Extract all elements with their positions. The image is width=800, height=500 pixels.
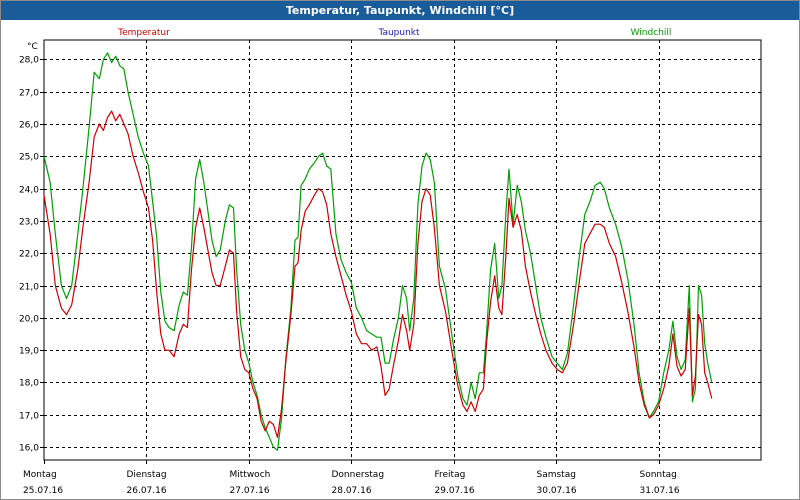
y-tick-label: 21,0 xyxy=(19,283,39,293)
y-tick-label: 19,0 xyxy=(19,347,39,357)
y-tick-label: 22,0 xyxy=(19,250,39,260)
y-tick-label: 26,0 xyxy=(19,121,39,131)
plot-area xyxy=(43,39,762,461)
y-tick-label: 20,0 xyxy=(19,315,39,325)
x-tick-label-day: Dienstag xyxy=(127,470,167,480)
series-line-windchill xyxy=(43,52,713,451)
y-tick-label: 18,0 xyxy=(19,379,39,389)
y-axis-unit: °C xyxy=(27,42,38,52)
legend-entry-temperatur: Temperatur xyxy=(117,28,170,38)
x-tick-label-date: 31.07.16 xyxy=(640,486,680,496)
x-tick-label-date: 27.07.16 xyxy=(230,486,270,496)
x-tick-label-day: Sonntag xyxy=(640,470,677,480)
x-tick-label-day: Montag xyxy=(23,470,57,480)
y-tick-label: 23,0 xyxy=(19,218,39,228)
y-tick-label: 28,0 xyxy=(19,56,39,66)
y-tick-label: 17,0 xyxy=(19,412,39,422)
series-line-temperatur xyxy=(43,110,713,438)
legend-entry-windchill: Windchill xyxy=(631,28,672,38)
y-tick-label: 27,0 xyxy=(19,89,39,99)
y-tick-label: 24,0 xyxy=(19,186,39,196)
legend-entry-taupunkt: Taupunkt xyxy=(377,28,420,38)
x-tick-label-date: 30.07.16 xyxy=(537,486,577,496)
x-tick-label-day: Samstag xyxy=(537,470,576,480)
x-tick-label-day: Donnerstag xyxy=(332,470,385,480)
y-tick-label: 25,0 xyxy=(19,153,39,163)
window-title: Temperatur, Taupunkt, Windchill [°C] xyxy=(1,1,799,20)
x-tick-label-day: Freitag xyxy=(435,470,466,480)
x-tick-label-date: 26.07.16 xyxy=(127,486,167,496)
x-tick-label-day: Mittwoch xyxy=(230,470,271,480)
x-tick-label-date: 28.07.16 xyxy=(332,486,372,496)
y-tick-label: 16,0 xyxy=(19,444,39,454)
x-tick-label-date: 29.07.16 xyxy=(435,486,475,496)
x-tick-label-date: 25.07.16 xyxy=(23,486,63,496)
